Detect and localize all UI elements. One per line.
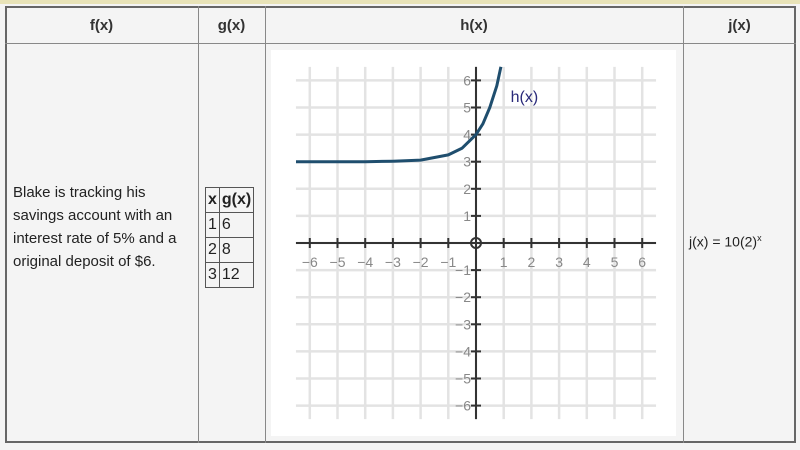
x-tick-label: −6 xyxy=(302,254,318,270)
header-divider xyxy=(5,43,796,44)
y-tick-label: 3 xyxy=(463,154,471,170)
cell-x: 3 xyxy=(205,262,220,288)
table-row: 1 6 xyxy=(205,212,255,238)
cell-gx: 12 xyxy=(218,262,255,288)
y-tick-label: −2 xyxy=(455,289,471,305)
y-tick-label: 4 xyxy=(463,127,471,143)
header-f: f(x) xyxy=(89,17,114,34)
header-j: j(x) xyxy=(728,17,751,34)
h-graph: −6 −5 −4 −3 −2 −1 1 2 3 4 5 6 6 5 4 3 2 1 −1 −2 −3 −4 −5 −6 h(x) xyxy=(295,66,657,420)
x-tick-label: 5 xyxy=(611,254,619,270)
header-g: g(x) xyxy=(217,17,246,34)
x-tick-label: −1 xyxy=(440,254,456,270)
origin-marker xyxy=(470,237,482,249)
y-tick-label: 6 xyxy=(463,72,471,88)
top-strip xyxy=(0,0,800,4)
x-tick-label: 6 xyxy=(638,254,646,270)
cell-x: 2 xyxy=(205,237,220,263)
header-h: h(x) xyxy=(460,17,488,34)
column-divider xyxy=(683,6,684,443)
cell-gx: 6 xyxy=(218,212,255,238)
x-tick-label: 2 xyxy=(528,254,536,270)
h-graph-panel: −6 −5 −4 −3 −2 −1 1 2 3 4 5 6 6 5 4 3 2 1 −1 −2 −3 −4 −5 −6 h(x) xyxy=(271,50,676,436)
g-table: x g(x) 1 6 2 8 3 12 xyxy=(205,187,255,288)
g-col-x: x xyxy=(205,187,220,213)
column-divider xyxy=(265,6,266,443)
j-equation: j(x) = 10(2)x xyxy=(689,233,762,250)
series-line-h xyxy=(296,66,503,164)
column-divider xyxy=(198,6,199,443)
y-tick-label: 2 xyxy=(463,181,471,197)
f-description: Blake is tracking his savings account wi… xyxy=(13,184,177,270)
x-tick-label: −2 xyxy=(413,254,429,270)
j-equation-base: j(x) = 10(2) xyxy=(689,233,758,250)
x-tick-label: −4 xyxy=(357,254,373,270)
j-equation-exponent: x xyxy=(757,233,762,243)
y-tick-label: −3 xyxy=(455,316,471,332)
x-tick-label: 4 xyxy=(583,254,591,270)
table-row: 2 8 xyxy=(205,237,255,263)
x-tick-label: −3 xyxy=(385,254,401,270)
x-tick-label: 3 xyxy=(555,254,563,270)
y-tick-label: −1 xyxy=(455,262,471,278)
g-col-gx: g(x) xyxy=(218,187,255,213)
y-tick-label: −5 xyxy=(455,371,471,387)
x-tick-label: −5 xyxy=(330,254,346,270)
y-tick-label: 5 xyxy=(463,100,471,116)
y-tick-label: −4 xyxy=(455,343,471,359)
y-tick-label: 1 xyxy=(463,208,471,224)
x-tick-label: 1 xyxy=(500,254,508,270)
y-tick-label: −6 xyxy=(455,398,471,414)
series-label-h: h(x) xyxy=(511,89,539,106)
cell-x: 1 xyxy=(205,212,220,238)
g-table-header: x g(x) xyxy=(205,187,255,213)
table-row: 3 12 xyxy=(205,262,255,288)
cell-gx: 8 xyxy=(218,237,255,263)
